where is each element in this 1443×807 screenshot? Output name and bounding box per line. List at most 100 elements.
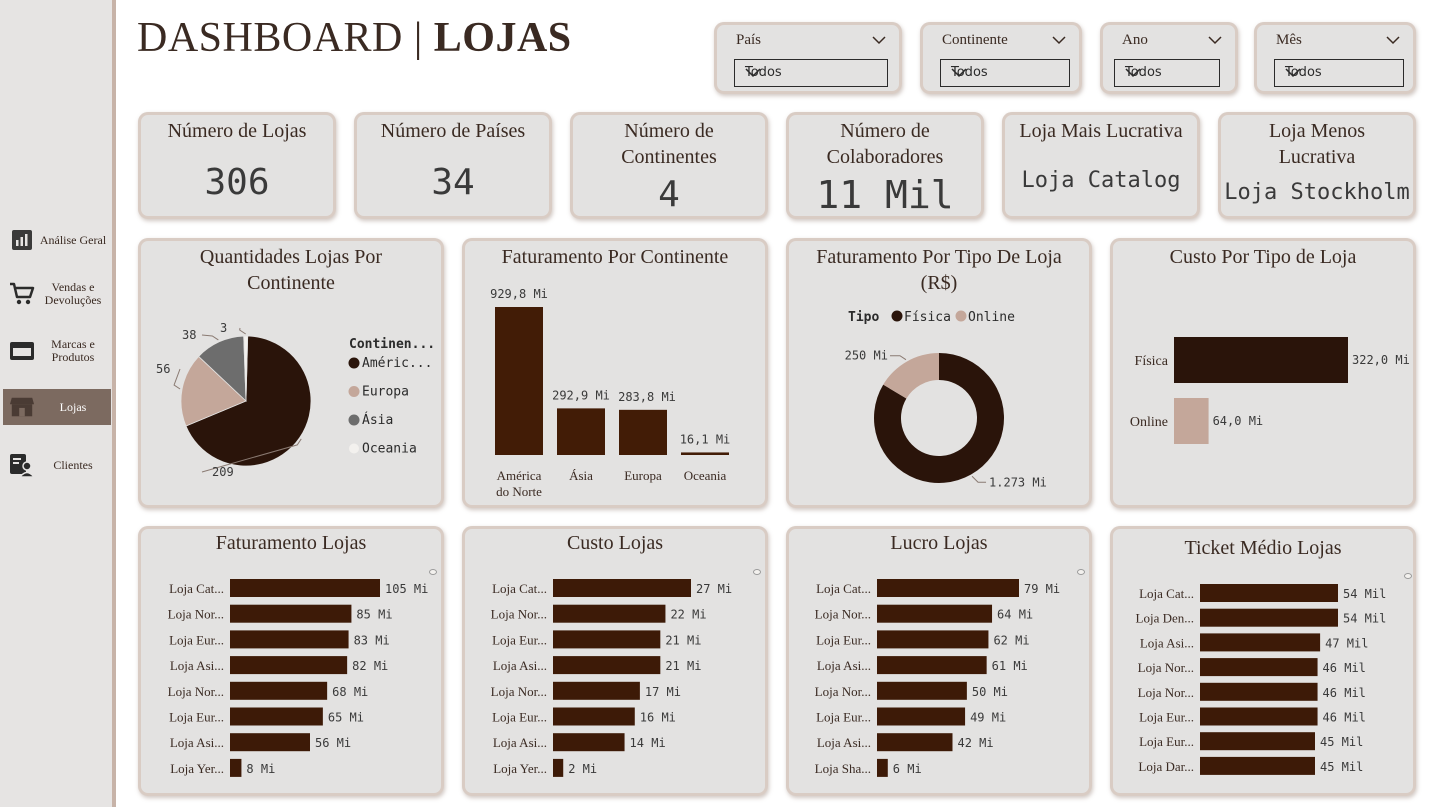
kpi-value: 306 [204, 162, 270, 203]
filter-select-pais[interactable]: Todos [734, 59, 888, 87]
scroll-handle-icon [429, 569, 437, 575]
sidebar-item-vendas-devolucoes[interactable]: Vendas e Devoluções [3, 276, 111, 312]
bar-data-label: 8 Mi [246, 762, 275, 776]
sidebar-item-analise-geral[interactable]: Análise Geral [3, 222, 111, 258]
bar [495, 307, 543, 455]
chevron-down-icon[interactable] [1208, 32, 1222, 50]
filter-select-mes[interactable]: Todos [1274, 59, 1404, 87]
filter-select-ano[interactable]: Todos [1114, 59, 1220, 87]
kpi-title: Número de Colaboradores [826, 120, 944, 168]
y-tick-label: Loja Nor... [1138, 660, 1194, 675]
chevron-down-icon[interactable] [1052, 32, 1066, 50]
bar-data-label: 27 Mi [696, 582, 732, 596]
bar-data-label: 56 Mi [315, 736, 351, 750]
chevron-down-icon[interactable] [1386, 32, 1400, 50]
bar [230, 758, 242, 777]
legend-marker [348, 357, 360, 369]
sidebar-item-label: Clientes [53, 457, 93, 472]
sidebar-item-marcas-produtos[interactable]: Marcas e Produtos [3, 333, 111, 369]
bar-data-label: 46 Mil [1323, 686, 1366, 700]
y-tick-label: Loja Nor... [168, 607, 224, 622]
y-tick-label: Loja Nor... [168, 684, 224, 699]
filter-label: País [736, 32, 762, 48]
kpi-title: Loja Menos Lucrativa [1268, 120, 1366, 168]
chart-panel-lojas-por-continente: Quantidades Lojas Por Continente 209 56 38… [138, 238, 444, 508]
donut-data-label: 1.273 Mi [989, 475, 1047, 489]
pie-slice [180, 355, 247, 427]
donut-slice [874, 353, 1004, 483]
bar-data-label: 65 Mi [328, 711, 364, 725]
chevron-down-icon [745, 67, 879, 82]
y-tick-label: Loja Cat... [169, 581, 224, 596]
scroll-handle-icon [1077, 569, 1085, 575]
filter-value: Todos [745, 65, 782, 80]
legend-label: Ásia [362, 412, 393, 428]
bar-data-label: 45 Mil [1320, 760, 1363, 774]
y-tick-label: Loja Asi... [493, 658, 547, 673]
pie-leader-line [173, 368, 181, 390]
kpi-card-numero-colaboradores: Número de Colaboradores 11 Mil [786, 112, 984, 219]
bar [1200, 732, 1315, 751]
kpi-value: 34 [431, 162, 475, 203]
legend-marker [348, 414, 360, 426]
bar-data-label: 47 Mil [1325, 636, 1368, 650]
chart-title: Custo Lojas [566, 532, 664, 554]
legend-label: Améric... [362, 356, 432, 371]
bar [230, 681, 328, 700]
bar-data-label: 83 Mi [354, 633, 390, 647]
bar-chart: Loja Cat... 79 Mi Loja Nor... 64 Mi Loja Eur… [815, 569, 1085, 777]
bar [553, 733, 625, 752]
bar-data-label: 42 Mi [957, 736, 993, 750]
bar-data-label: 16,1 Mi [680, 432, 731, 446]
box-icon [9, 338, 35, 364]
bar-data-label: 62 Mi [993, 633, 1029, 647]
bar-data-label: 68 Mi [332, 685, 368, 699]
kpi-title: Número de Lojas [167, 120, 307, 142]
bar [877, 681, 967, 700]
legend-label: Online [968, 310, 1015, 325]
filter-label: Mês [1276, 32, 1302, 48]
filter-select-continente[interactable]: Todos [940, 59, 1070, 87]
bar-data-label: 6 Mi [893, 762, 922, 776]
bar-data-label: 292,9 Mi [552, 388, 610, 402]
kpi-value: 11 Mil [816, 173, 954, 217]
chevron-down-icon[interactable] [872, 32, 886, 50]
bar [553, 656, 661, 675]
bar [1200, 658, 1318, 677]
chart-title: Quantidades Lojas Por Continente [199, 246, 383, 294]
sidebar-item-lojas[interactable]: Lojas [3, 389, 111, 425]
bar [553, 707, 635, 726]
donut-data-label: 250 Mi [845, 349, 888, 363]
filter-continente: Continente Todos [920, 22, 1082, 94]
sidebar-item-label: Lojas [59, 399, 87, 414]
y-tick-label: Online [1130, 415, 1168, 430]
kpi-title: Número de Países [380, 120, 526, 142]
chart-title: Ticket Médio Lojas [1184, 537, 1342, 559]
sidebar-item-clientes[interactable]: Clientes [3, 447, 111, 483]
chart-title: Lucro Lojas [890, 532, 988, 554]
kpi-card-numero-lojas: Número de Lojas 306 [138, 112, 336, 219]
chart-title: Faturamento Por Continente [501, 246, 729, 268]
bar-data-label: 14 Mi [630, 736, 666, 750]
filter-label: Continente [942, 32, 1008, 48]
pie-slice [185, 335, 312, 467]
bar-data-label: 85 Mi [356, 608, 392, 622]
chart-panel-lucro-lojas: Lucro Lojas Loja Cat... 79 Mi Loja Nor... 6… [786, 526, 1092, 796]
bar-data-label: 45 Mil [1320, 735, 1363, 749]
x-tick-label: Europa [624, 468, 662, 483]
bar-data-label: 79 Mi [1024, 582, 1060, 596]
y-tick-label: Loja Asi... [817, 735, 871, 750]
legend-marker [955, 310, 967, 322]
pie-leader-line [201, 334, 219, 341]
bar [230, 656, 348, 675]
y-tick-label: Loja Cat... [492, 581, 547, 596]
pie-chart: 209 56 38 3 Continen... Améric... Europa Ásia Oc… [156, 321, 435, 479]
y-tick-label: Loja Asi... [170, 735, 224, 750]
y-tick-label: Loja Cat... [816, 581, 871, 596]
legend-marker [348, 442, 360, 455]
chart-title: Custo Por Tipo de Loja [1169, 246, 1357, 268]
bar-data-label: 46 Mil [1323, 661, 1366, 675]
bar [877, 630, 989, 649]
y-tick-label: Loja Eur... [1139, 710, 1194, 725]
